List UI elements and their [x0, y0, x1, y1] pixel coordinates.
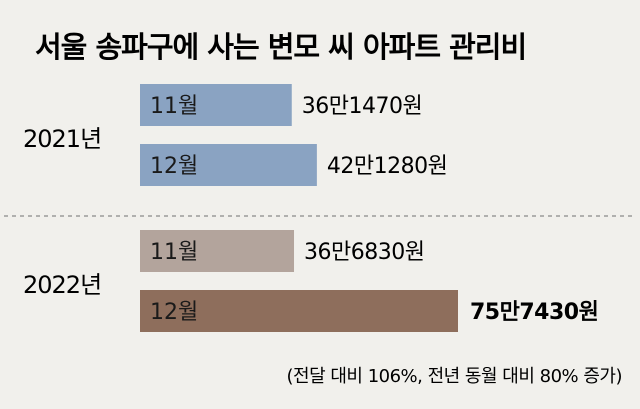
bar	[140, 230, 295, 272]
bar-value-label: 42만1280원	[327, 154, 447, 179]
bar	[140, 84, 292, 126]
chart-footnote: (전달 대비 106%, 전년 동월 대비 80% 증가)	[286, 366, 622, 387]
bar	[140, 290, 458, 332]
year-label: 2022년	[23, 271, 101, 299]
bars-layer: 2021년 11월 36만1470원 12월 42만1280원 2022년 11월 36만68…	[23, 84, 599, 332]
chart-title: 서울 송파구에 사는 변모 씨 아파트 관리비	[35, 30, 526, 64]
year-label: 2021년	[23, 125, 101, 153]
bar-month-label: 11월	[150, 94, 198, 119]
bar-value-label: 36만6830원	[304, 240, 424, 265]
bar-month-label: 12월	[150, 154, 198, 179]
bar-value-label: 36만1470원	[302, 94, 422, 119]
bar-month-label: 12월	[150, 300, 198, 325]
bar	[140, 144, 317, 186]
bar-value-label: 75만7430원	[470, 300, 598, 325]
bar-month-label: 11월	[150, 240, 198, 265]
